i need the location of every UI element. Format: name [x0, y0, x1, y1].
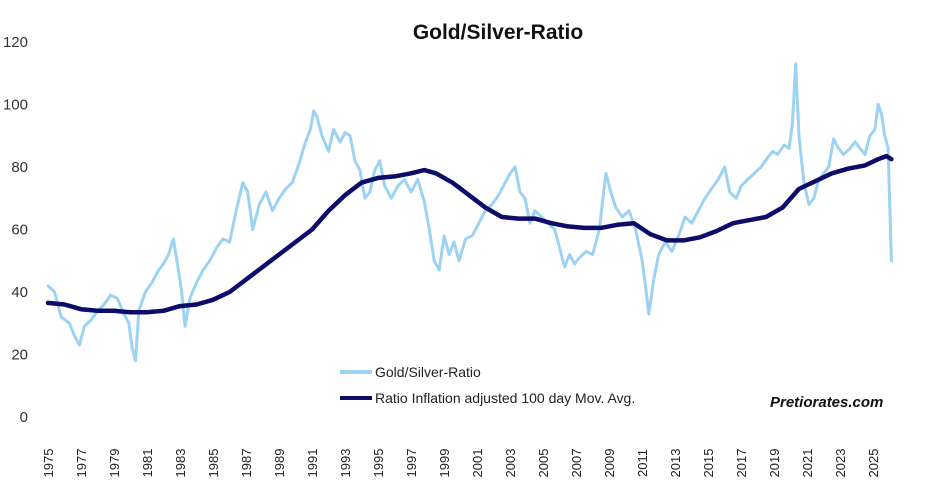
- x-tick-label: 2013: [668, 449, 683, 478]
- x-tick-label: 1975: [41, 449, 56, 478]
- x-tick-label: 2017: [734, 449, 749, 478]
- x-tick-label: 2007: [569, 449, 584, 478]
- legend-label-moving-average: Ratio Inflation adjusted 100 day Mov. Av…: [375, 390, 635, 406]
- y-tick-label: 60: [11, 222, 28, 239]
- x-tick-label: 1999: [437, 449, 452, 478]
- y-tick-label: 0: [20, 409, 28, 426]
- x-axis: 1975 1977 1979 1981 1983 1985 1987 1989 1991 1993…: [41, 449, 881, 478]
- y-tick-label: 40: [11, 284, 28, 301]
- y-tick-label: 100: [3, 97, 28, 114]
- x-tick-label: 2021: [800, 449, 815, 478]
- x-tick-label: 1989: [272, 449, 287, 478]
- x-tick-label: 2009: [602, 449, 617, 478]
- x-tick-label: 2003: [503, 449, 518, 478]
- x-tick-label: 1993: [338, 449, 353, 478]
- x-tick-label: 1979: [107, 449, 122, 478]
- x-tick-label: 1991: [305, 449, 320, 478]
- x-tick-label: 2025: [866, 449, 881, 478]
- x-tick-label: 1977: [74, 449, 89, 478]
- x-tick-label: 2019: [767, 449, 782, 478]
- plot-area: [45, 62, 894, 363]
- y-tick-label: 20: [11, 347, 28, 364]
- y-tick-label: 80: [11, 159, 28, 176]
- legend-label-ratio: Gold/Silver-Ratio: [375, 364, 481, 380]
- x-tick-label: 1983: [173, 449, 188, 478]
- series-line-gold-silver-ratio: [46, 62, 893, 363]
- y-tick-label: 120: [3, 34, 28, 51]
- x-tick-label: 2015: [701, 449, 716, 478]
- x-tick-label: 2001: [470, 449, 485, 478]
- x-tick-label: 2011: [635, 449, 650, 477]
- series-line-moving-average: [45, 153, 894, 315]
- x-tick-label: 1981: [140, 449, 155, 478]
- x-tick-label: 1987: [239, 449, 254, 478]
- x-tick-label: 1995: [371, 449, 386, 478]
- y-axis: 0 20 40 60 80 100 120: [3, 34, 28, 426]
- legend: Gold/Silver-Ratio Ratio Inflation adjust…: [340, 364, 635, 406]
- x-tick-label: 2005: [536, 449, 551, 478]
- x-tick-label: 1985: [206, 449, 221, 478]
- chart-title: Gold/Silver-Ratio: [413, 21, 583, 44]
- x-tick-label: 1997: [404, 449, 419, 478]
- watermark: Pretiorates.com: [770, 394, 883, 411]
- x-tick-label: 2023: [833, 449, 848, 478]
